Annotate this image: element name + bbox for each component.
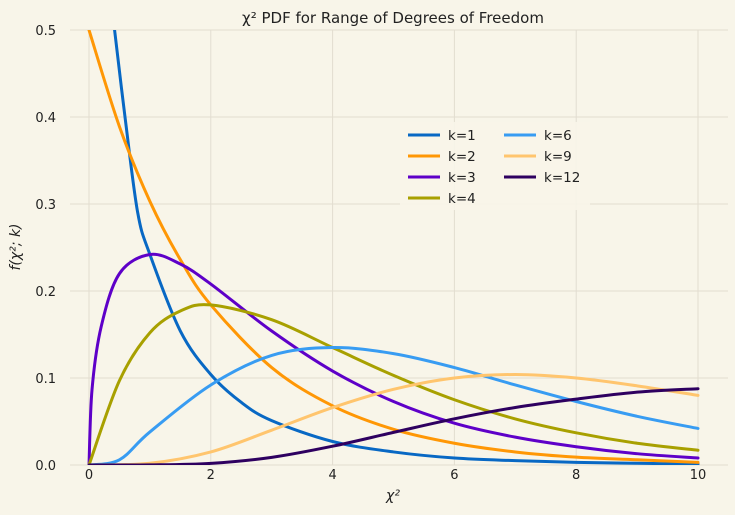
series-line-k=6 xyxy=(87,346,700,465)
x-axis-label: χ² xyxy=(385,488,400,504)
legend-label: k=3 xyxy=(448,170,476,186)
legend-label: k=9 xyxy=(544,149,572,165)
y-tick-label: 0.0 xyxy=(35,459,56,474)
chart-title: χ² PDF for Range of Degrees of Freedom xyxy=(242,9,544,27)
legend-label: k=6 xyxy=(544,128,572,144)
y-tick-label: 0.5 xyxy=(35,24,56,39)
series-lines xyxy=(87,30,700,465)
series-line-k=2 xyxy=(87,30,700,464)
series-line-k=3 xyxy=(87,252,700,465)
legend-label: k=1 xyxy=(448,128,476,144)
legend-label: k=4 xyxy=(448,191,476,207)
legend-label: k=2 xyxy=(448,149,476,165)
y-axis-label: f(χ²; k) xyxy=(8,223,24,270)
y-tick-label: 0.2 xyxy=(35,285,56,300)
legend: k=1 k=2 k=3 k=4 k=6 k=9 k=12 xyxy=(400,122,590,210)
y-tick-label: 0.3 xyxy=(35,198,56,213)
y-tick-labels: 0.0 0.1 0.2 0.3 0.4 0.5 xyxy=(35,24,56,474)
x-tick-label: 8 xyxy=(572,468,580,483)
grid xyxy=(70,29,728,466)
series-line-k=9 xyxy=(87,373,700,465)
legend-box xyxy=(400,122,590,210)
x-tick-labels: 0 2 4 6 8 10 xyxy=(85,468,706,483)
y-tick-label: 0.1 xyxy=(35,372,56,387)
series-line-k=1 xyxy=(113,30,700,465)
x-tick-label: 0 xyxy=(85,468,93,483)
series-line-k=12 xyxy=(87,387,700,465)
x-tick-label: 2 xyxy=(207,468,215,483)
x-tick-label: 10 xyxy=(690,468,707,483)
legend-label: k=12 xyxy=(544,170,580,186)
x-tick-label: 6 xyxy=(450,468,458,483)
x-tick-label: 4 xyxy=(328,468,336,483)
y-tick-label: 0.4 xyxy=(35,111,56,126)
